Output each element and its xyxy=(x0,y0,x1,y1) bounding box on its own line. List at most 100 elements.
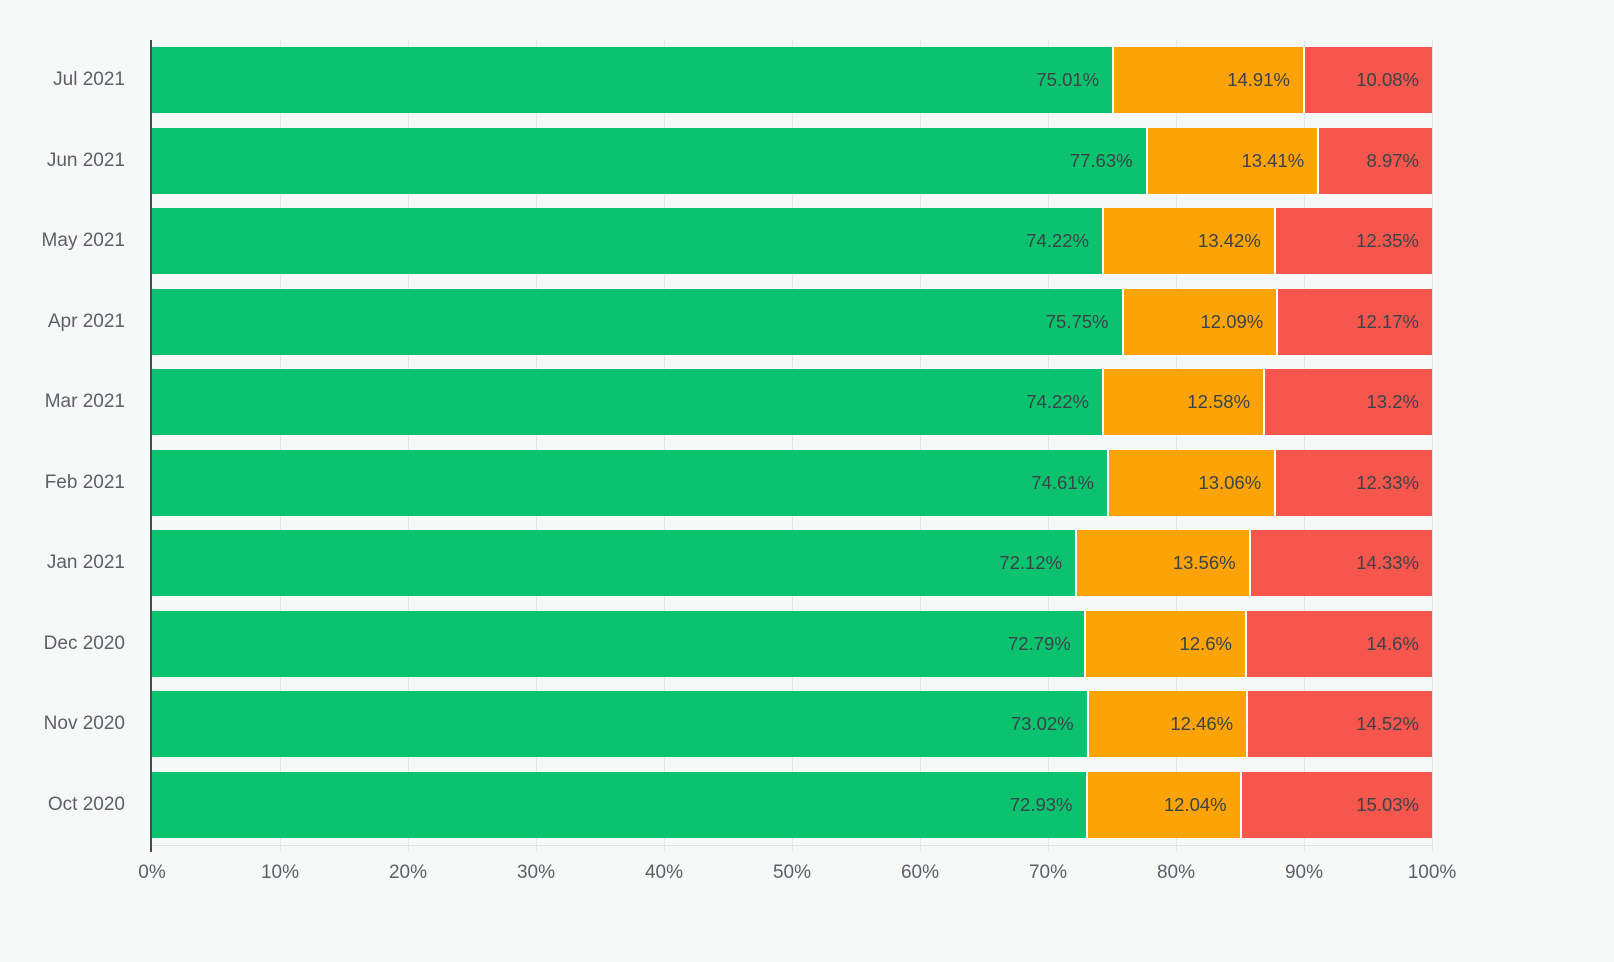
bar-row-dec-2020: 72.79% 12.6% 14.6% xyxy=(152,604,1432,685)
segment-value-label: 72.12% xyxy=(999,552,1063,574)
segment-value-label: 14.91% xyxy=(1227,69,1290,91)
red-segment[interactable]: 14.52% xyxy=(1246,691,1432,758)
y-axis-line xyxy=(150,40,152,852)
x-axis-line xyxy=(152,845,1432,846)
stacked-bar: 72.12% 13.56% 14.33% xyxy=(152,530,1432,597)
bar-row-jul-2021: 75.01% 14.91% 10.08% xyxy=(152,40,1432,121)
category-label-apr-2021: Apr 2021 xyxy=(47,310,125,332)
stacked-bar: 75.75% 12.09% 12.17% xyxy=(152,288,1432,355)
green-segment[interactable]: 77.63% xyxy=(152,127,1146,194)
red-segment[interactable]: 15.03% xyxy=(1239,771,1432,838)
red-segment[interactable]: 12.33% xyxy=(1274,449,1432,516)
x-tick-label-60%: 60% xyxy=(900,862,940,883)
orange-segment[interactable]: 12.6% xyxy=(1083,610,1245,677)
green-segment[interactable]: 72.79% xyxy=(152,610,1084,677)
stacked-bar: 75.01% 14.91% 10.08% xyxy=(152,47,1432,114)
category-label-feb-2021: Feb 2021 xyxy=(44,471,125,493)
segment-value-label: 75.01% xyxy=(1036,69,1100,91)
green-segment[interactable]: 74.22% xyxy=(152,369,1103,436)
category-label-jan-2021: Jan 2021 xyxy=(46,552,125,574)
segment-value-label: 14.52% xyxy=(1356,713,1419,735)
orange-segment[interactable]: 14.91% xyxy=(1112,47,1303,114)
orange-segment[interactable]: 12.04% xyxy=(1085,771,1240,838)
red-segment[interactable]: 14.33% xyxy=(1248,530,1432,597)
red-segment[interactable]: 12.17% xyxy=(1276,288,1432,355)
segment-value-label: 12.58% xyxy=(1187,391,1251,413)
gridline-10 xyxy=(280,40,281,851)
stacked-bar: 74.22% 12.58% 13.2% xyxy=(152,369,1432,436)
gridline-20 xyxy=(408,40,409,851)
bar-row-nov-2020: 73.02% 12.46% 14.52% xyxy=(152,684,1432,765)
x-axis-labels: 0% 10% 20% 30% 40% 50% 60% 70% 80% 90% 100% xyxy=(138,856,1456,898)
segment-value-label: 15.03% xyxy=(1356,793,1419,815)
segment-value-label: 13.06% xyxy=(1198,471,1262,493)
gridline-100 xyxy=(1432,40,1433,851)
gridline-40 xyxy=(664,40,665,851)
segment-value-label: 13.41% xyxy=(1241,149,1305,171)
x-tick-label-40%: 40% xyxy=(644,862,684,883)
stacked-bar: 73.02% 12.46% 14.52% xyxy=(152,691,1432,758)
category-label-mar-2021: Mar 2021 xyxy=(44,391,125,413)
x-tick-label-50%: 50% xyxy=(772,862,812,883)
orange-segment[interactable]: 12.09% xyxy=(1121,288,1277,355)
bar-rows: 75.01% 14.91% 10.08% 77.63% 13.41% 8.97% 74.22… xyxy=(152,40,1432,845)
category-label-nov-2020: Nov 2020 xyxy=(43,713,125,735)
red-segment[interactable]: 13.2% xyxy=(1263,369,1432,436)
segment-value-label: 12.35% xyxy=(1356,230,1419,252)
segment-value-label: 12.04% xyxy=(1163,793,1227,815)
segment-value-label: 12.17% xyxy=(1356,310,1419,332)
segment-value-label: 12.46% xyxy=(1170,713,1234,735)
x-tick-label-30%: 30% xyxy=(516,862,556,883)
segment-value-label: 72.79% xyxy=(1007,632,1071,654)
red-segment[interactable]: 10.08% xyxy=(1302,47,1432,114)
segment-value-label: 72.93% xyxy=(1009,793,1073,815)
bar-row-oct-2020: 72.93% 12.04% 15.03% xyxy=(152,765,1432,846)
y-axis-labels: Jul 2021 Jun 2021 May 2021 Apr 2021 Mar 2021… xyxy=(0,40,150,845)
category-label-oct-2020: Oct 2020 xyxy=(47,793,125,815)
bar-row-feb-2021: 74.61% 13.06% 12.33% xyxy=(152,443,1432,524)
orange-segment[interactable]: 13.56% xyxy=(1075,530,1249,597)
segment-value-label: 14.6% xyxy=(1366,632,1419,654)
category-label-may-2021: May 2021 xyxy=(41,230,125,252)
green-segment[interactable]: 72.93% xyxy=(152,771,1086,838)
gridline-70 xyxy=(1048,40,1049,851)
stacked-bar: 74.61% 13.06% 12.33% xyxy=(152,449,1432,516)
segment-value-label: 13.42% xyxy=(1198,230,1261,252)
orange-segment[interactable]: 12.46% xyxy=(1086,691,1247,758)
segment-value-label: 8.97% xyxy=(1366,149,1419,171)
segment-value-label: 13.56% xyxy=(1172,552,1236,574)
x-tick-label-10%: 10% xyxy=(260,862,300,883)
bar-row-jun-2021: 77.63% 13.41% 8.97% xyxy=(152,121,1432,202)
orange-segment[interactable]: 12.58% xyxy=(1102,369,1264,436)
segment-value-label: 74.22% xyxy=(1026,391,1090,413)
x-tick-label-80%: 80% xyxy=(1156,862,1196,883)
x-tick-label-100%: 100% xyxy=(1407,862,1457,883)
category-label-jun-2021: Jun 2021 xyxy=(46,149,125,171)
segment-value-label: 74.22% xyxy=(1026,230,1090,252)
green-segment[interactable]: 74.22% xyxy=(152,208,1103,275)
green-segment[interactable]: 75.75% xyxy=(152,288,1122,355)
bar-row-mar-2021: 74.22% 12.58% 13.2% xyxy=(152,362,1432,443)
stacked-bar: 72.79% 12.6% 14.6% xyxy=(152,610,1432,677)
stacked-bar: 72.93% 12.04% 15.03% xyxy=(152,771,1432,838)
segment-value-label: 14.33% xyxy=(1356,552,1419,574)
segment-value-label: 10.08% xyxy=(1356,69,1419,91)
stacked-bar: 74.22% 13.42% 12.35% xyxy=(152,208,1432,275)
x-tick-label-0%: 0% xyxy=(138,862,166,883)
segment-value-label: 73.02% xyxy=(1010,713,1074,735)
green-segment[interactable]: 75.01% xyxy=(152,47,1113,114)
x-tick-label-20%: 20% xyxy=(388,862,428,883)
green-segment[interactable]: 73.02% xyxy=(152,691,1087,758)
stacked-bar: 77.63% 13.41% 8.97% xyxy=(152,127,1432,194)
green-segment[interactable]: 72.12% xyxy=(152,530,1076,597)
bar-row-apr-2021: 75.75% 12.09% 12.17% xyxy=(152,282,1432,363)
red-segment[interactable]: 8.97% xyxy=(1317,127,1432,194)
red-segment[interactable]: 14.6% xyxy=(1244,610,1432,677)
orange-segment[interactable]: 13.06% xyxy=(1107,449,1275,516)
orange-segment[interactable]: 13.41% xyxy=(1145,127,1318,194)
green-segment[interactable]: 74.61% xyxy=(152,449,1107,516)
red-segment[interactable]: 12.35% xyxy=(1273,208,1432,275)
category-label-dec-2020: Dec 2020 xyxy=(43,632,125,654)
gridline-80 xyxy=(1176,40,1177,851)
orange-segment[interactable]: 13.42% xyxy=(1102,208,1274,275)
